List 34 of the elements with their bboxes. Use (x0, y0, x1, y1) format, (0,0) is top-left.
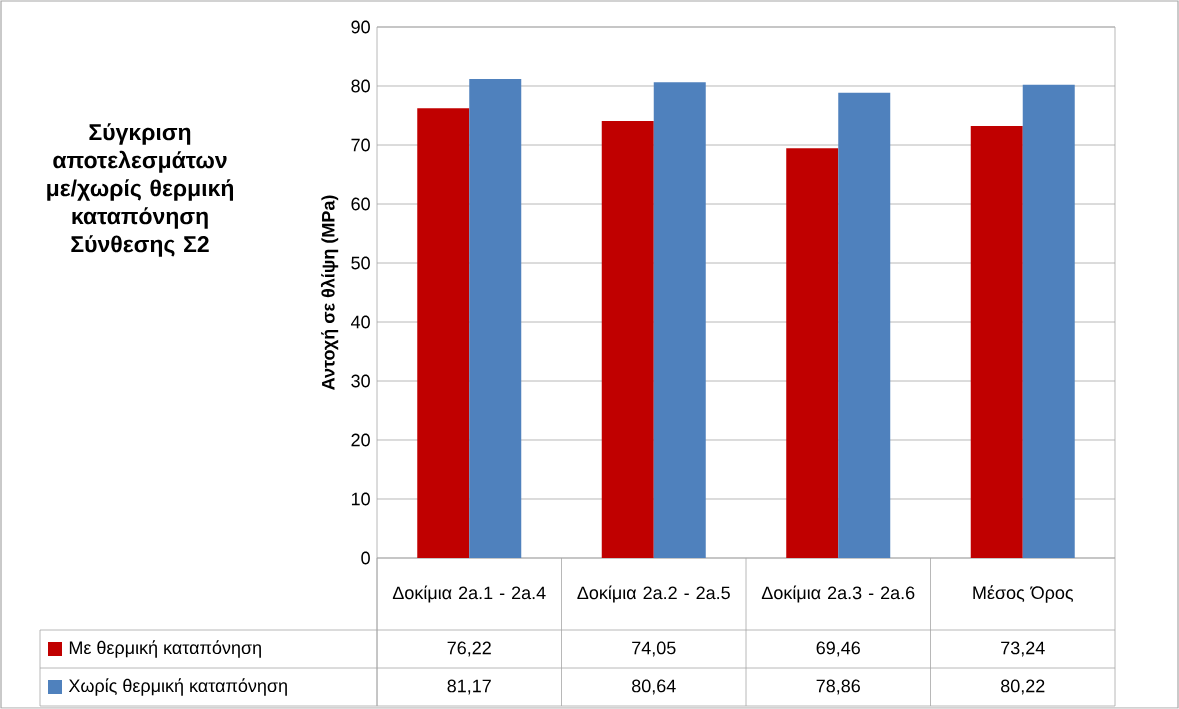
data-label: 73,24 (1001, 641, 1045, 657)
bar (838, 92, 891, 558)
y-tick-label: 40 (350, 315, 370, 329)
data-label: 69,46 (816, 641, 860, 657)
y-tick-label: 30 (351, 374, 370, 388)
y-tick-label: 70 (351, 138, 370, 152)
bar (653, 82, 706, 558)
data-label: 76,22 (447, 641, 491, 657)
data-label: 78,86 (816, 679, 860, 695)
legend-label: Χωρίς θερμική καταπόνηση (68, 678, 287, 696)
data-label: 80,22 (1001, 679, 1045, 695)
data-label: 74,05 (632, 641, 676, 657)
legend-label: Με θερμική καταπόνηση (69, 640, 261, 658)
data-label: 81,17 (447, 679, 491, 695)
data-label: 80,64 (632, 679, 676, 695)
x-tick-label: Δοκίμια 2a.1 - 2a.4 (392, 585, 546, 603)
y-tick-label: 50 (351, 256, 370, 270)
bar (417, 108, 470, 558)
x-tick-label: Δοκίμια 2a.3 - 2a.6 (761, 585, 915, 603)
bar (1022, 84, 1075, 558)
y-tick-label: 80 (351, 79, 370, 93)
bar (469, 79, 522, 558)
y-tick-label: 0 (361, 551, 370, 565)
y-tick-label: 60 (351, 197, 370, 211)
y-tick-label: 90 (351, 20, 370, 34)
text: Σύγκριση αποτελεσμάτων με/χωρίς θερμική καταπόνηση Σύνθεσης Σ2 (47, 123, 233, 257)
y-tick-label: 20 (351, 433, 370, 447)
y-axis-title: Αντοχή σε θλίψη (MPa) (320, 195, 339, 390)
bar (970, 125, 1023, 558)
y-tick-label: 10 (351, 492, 370, 506)
x-tick-label: Μέσος Όρος (973, 585, 1074, 603)
x-tick-label: Δοκίμια 2a.2 - 2a.5 (577, 585, 730, 603)
bar (601, 121, 654, 558)
bar (786, 148, 839, 558)
